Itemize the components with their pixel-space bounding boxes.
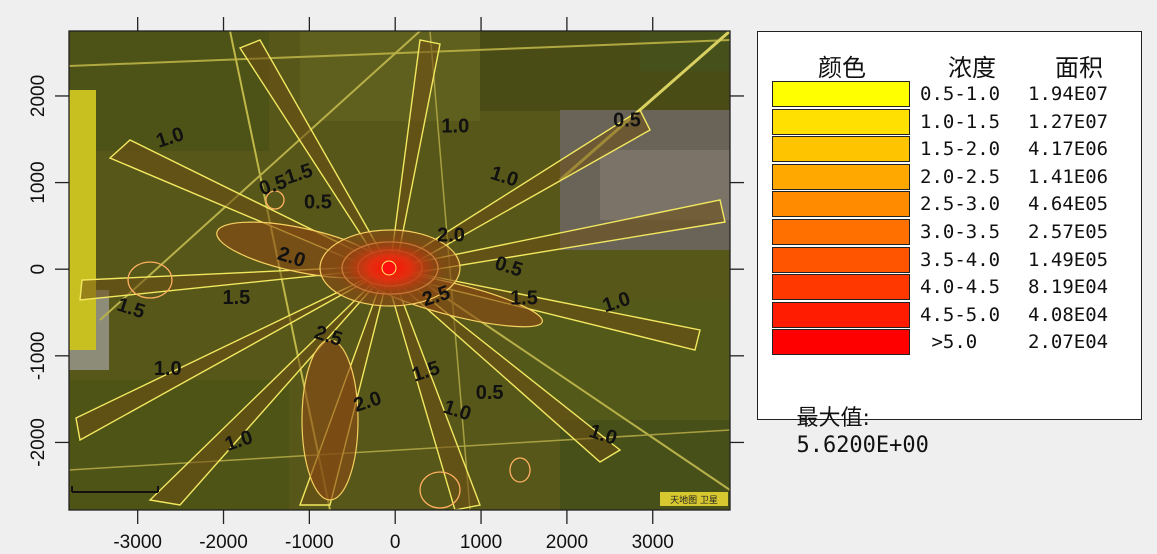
legend-row: 1.0-1.5 1.27E07 — [772, 108, 1132, 137]
legend-header-color: 颜色 — [818, 54, 866, 82]
legend-row: 3.0-3.5 2.57E05 — [772, 219, 1132, 247]
legend-area: 1.49E05 — [1028, 248, 1109, 271]
legend-area: 1.27E07 — [1028, 110, 1109, 133]
legend-color-swatch — [772, 108, 910, 135]
max-value-row: 最大值: 5.6200E+00 — [772, 374, 929, 484]
legend-row: 2.0-2.5 1.41E06 — [772, 163, 1132, 192]
legend-range: 0.5-1.0 — [920, 83, 1001, 105]
legend-range: 1.5-2.0 — [920, 138, 1001, 161]
plume-contours — [75, 39, 726, 510]
max-value-label: 最大值: — [796, 406, 870, 431]
legend-area: 2.57E05 — [1028, 221, 1109, 243]
x-tick-label: -3000 — [113, 532, 162, 553]
plot-frame — [68, 30, 731, 511]
legend-header-area: 面积 — [1055, 54, 1103, 82]
map-corner-text: 天地图 卫星 — [670, 494, 718, 506]
concentration-contour-map: 1.0 1.01.01.01.01.01.00.50.50.51.51.51.51… — [28, 17, 744, 553]
legend-area: 8.19E04 — [1028, 276, 1109, 299]
y-tick-label: 1000 — [28, 161, 49, 203]
legend-area: 4.08E04 — [1028, 303, 1109, 326]
y-tick-label: 2000 — [28, 75, 49, 117]
x-tick-label: -2000 — [199, 532, 248, 553]
x-tick-label: 0 — [390, 532, 401, 553]
legend-row: 2.5-3.0 4.64E05 — [772, 191, 1132, 219]
legend-area: 1.94E07 — [1028, 83, 1109, 105]
legend-color-swatch — [772, 81, 910, 107]
contour-label: 0.5 — [613, 109, 641, 131]
legend-header-concentration: 浓度 — [948, 54, 996, 82]
contour-label: 0.5 — [476, 382, 504, 404]
y-tick-label: 0 — [28, 264, 49, 275]
x-axis: -3000 -2000 -1000 0 1000 2000 3000 — [113, 17, 674, 553]
contour-label: 0.5 — [304, 192, 332, 214]
legend-range: 3.5-4.0 — [920, 248, 1001, 271]
legend-range: 3.0-3.5 — [920, 221, 1001, 243]
y-tick-label: -1000 — [28, 332, 49, 381]
legend-range: >5.0 — [920, 331, 978, 354]
legend-color-swatch — [772, 219, 910, 245]
x-tick-label: 3000 — [632, 532, 674, 553]
legend-color-swatch — [772, 301, 910, 328]
legend-row: 1.5-2.0 4.17E06 — [772, 136, 1132, 164]
legend-color-swatch — [772, 191, 910, 218]
map-scale-bar — [71, 486, 159, 493]
legend-range: 4.5-5.0 — [920, 303, 1001, 326]
contour-label: 1.5 — [510, 288, 538, 310]
legend-color-swatch — [772, 136, 910, 163]
x-tick-label: -1000 — [285, 532, 334, 553]
legend-area: 2.07E04 — [1028, 331, 1109, 354]
legend-row: 3.5-4.0 1.49E05 — [772, 246, 1132, 275]
y-axis: 2000 1000 0 -1000 -2000 — [28, 75, 744, 467]
legend-row: 0.5-1.0 1.94E07 — [772, 81, 1132, 109]
contour-label: 1.0 — [154, 358, 182, 380]
legend-row: 4.5-5.0 4.08E04 — [772, 301, 1132, 330]
legend-color-swatch — [772, 246, 910, 273]
x-tick-label: 2000 — [546, 532, 588, 553]
legend-area: 4.17E06 — [1028, 138, 1109, 161]
legend-range: 2.0-2.5 — [920, 165, 1001, 188]
legend-row: >5.0 2.07E04 — [772, 329, 1132, 357]
legend-range: 1.0-1.5 — [920, 110, 1001, 133]
legend-color-swatch — [772, 329, 910, 356]
x-tick-label: 1000 — [460, 532, 502, 553]
max-value-number: 5.6200E+00 — [796, 433, 929, 458]
contour-label: 1.5 — [222, 287, 250, 309]
legend-row: 4.0-4.5 8.19E04 — [772, 274, 1132, 302]
y-tick-label: -2000 — [28, 418, 49, 467]
legend-range: 4.0-4.5 — [920, 276, 1001, 299]
legend-panel: 颜色 浓度 面积 0.5-1.0 1.94E07 1.0-1.5 1.27E07 1.5… — [757, 31, 1142, 458]
legend-area: 1.41E06 — [1028, 165, 1109, 188]
legend-area: 4.64E05 — [1028, 193, 1109, 216]
legend-color-swatch — [772, 163, 910, 190]
legend-range: 2.5-3.0 — [920, 193, 1001, 216]
contour-labels: 1.0 1.01.01.01.01.01.00.50.50.51.51.51.51… — [114, 109, 641, 456]
contour-label: 2.0 — [437, 224, 465, 246]
map-corner-badge: 天地图 卫星 — [660, 492, 728, 506]
legend-color-swatch — [772, 274, 910, 301]
contour-label: 1.0 — [441, 115, 469, 137]
